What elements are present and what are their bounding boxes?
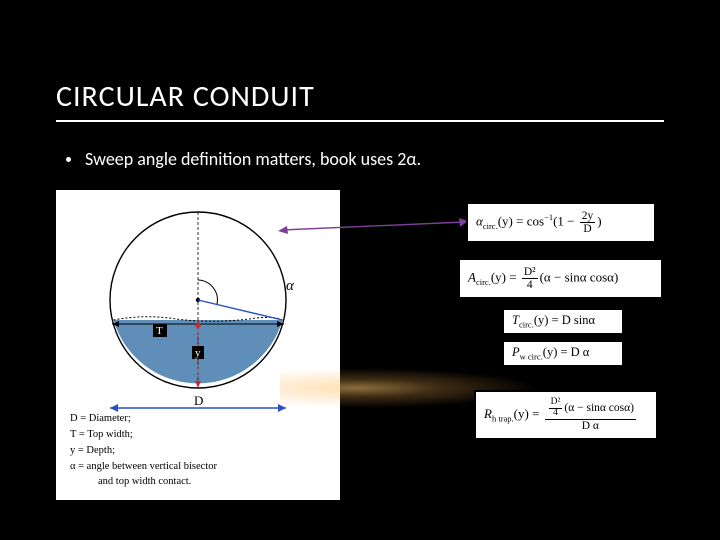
bullet-dot-icon — [66, 157, 71, 162]
eq3-rhs: (y) = D sinα — [534, 313, 595, 327]
equation-topwidth: Tcirc.(y) = D sinα — [502, 308, 624, 335]
eq1-sub: circ. — [483, 221, 498, 231]
legend-D: D = Diameter; — [70, 411, 217, 427]
eq5-inner-den: 4 — [549, 409, 563, 419]
eq2-mid: (y) = — [491, 270, 520, 285]
title-underline — [56, 120, 664, 122]
eq5-num-rest: (α − sinα cosα) — [564, 402, 634, 414]
T-label: T — [156, 325, 163, 337]
eq4-rhs: (y) = D α — [543, 345, 590, 359]
eq1-open: (1 − — [553, 214, 578, 229]
eq4-lhs: P — [512, 345, 520, 359]
eq3-lhs: T — [512, 313, 519, 327]
y-label: y — [195, 347, 201, 359]
eq2-sub: circ. — [476, 277, 491, 287]
eq5-sub: h trap. — [492, 414, 514, 424]
eq5-den: D α — [545, 420, 636, 432]
legend-alpha-1: α = angle between vertical bisector — [70, 459, 217, 475]
page-title: CIRCULAR CONDUIT — [56, 78, 315, 115]
eq2-lhs: A — [468, 270, 476, 285]
diagram-legend: D = Diameter; T = Top width; y = Depth; … — [70, 411, 217, 490]
legend-T: T = Top width; — [70, 427, 217, 443]
bullet-text: Sweep angle definition matters, book use… — [85, 148, 421, 170]
conduit-diagram: α T y D D = Diameter; T = Top width; y =… — [56, 190, 340, 500]
eq4-sub: w circ. — [520, 352, 543, 362]
eq1-close: ) — [597, 214, 601, 229]
equation-hydraulic-radius: Rh trap.(y) = D²4(α − sinα cosα)D α — [474, 390, 658, 440]
eq5-mid: (y) = — [514, 406, 543, 421]
eq1-num: 2y — [580, 210, 596, 223]
D-label: D — [194, 393, 203, 408]
eq3-sub: circ. — [519, 320, 534, 330]
eq2-den: 4 — [522, 279, 538, 291]
equation-alpha: αcirc.(y) = cos−1(1 − 2yD) — [466, 202, 656, 243]
eq1-sup: −1 — [544, 212, 553, 222]
conduit-svg: α T y D — [56, 190, 340, 420]
equation-area: Acirc.(y) = D²4(α − sinα cosα) — [458, 258, 663, 299]
eq1-den: D — [580, 223, 596, 235]
eq2-num: D² — [522, 266, 538, 279]
eq1-mid: (y) = cos — [498, 214, 544, 229]
eq2-rhs: (α − sinα cosα) — [540, 270, 619, 285]
eq1-lhs: α — [476, 214, 483, 229]
equation-wetted-perimeter: Pw circ.(y) = D α — [502, 340, 624, 367]
alpha-label: α — [286, 278, 295, 294]
legend-alpha-2: and top width contact. — [70, 474, 217, 490]
eq5-lhs: R — [484, 406, 492, 421]
bullet-item: Sweep angle definition matters, book use… — [66, 148, 421, 170]
legend-y: y = Depth; — [70, 443, 217, 459]
